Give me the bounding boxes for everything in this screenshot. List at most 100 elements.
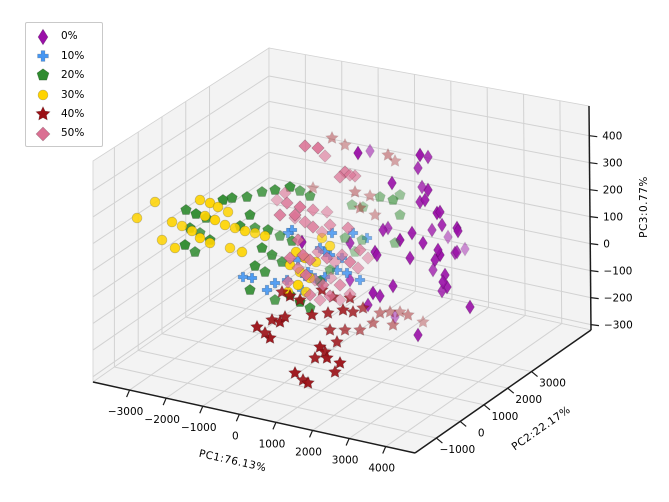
scatter-point bbox=[437, 283, 447, 299]
grid-line bbox=[92, 75, 270, 191]
grid-line bbox=[486, 87, 490, 308]
y-tick bbox=[459, 420, 467, 427]
grid-line bbox=[161, 333, 485, 406]
scatter-point bbox=[256, 185, 268, 197]
legend-marker-icon bbox=[35, 126, 51, 142]
scatter-point bbox=[264, 312, 280, 327]
grid-line bbox=[268, 253, 592, 326]
legend-item-0%: 0% bbox=[26, 27, 102, 46]
grid-line bbox=[92, 253, 270, 378]
x-tick-label: 2000 bbox=[295, 446, 322, 458]
scatter-point bbox=[387, 193, 399, 205]
x-tick bbox=[382, 446, 387, 454]
grid-line bbox=[268, 177, 591, 245]
scatter-point bbox=[229, 222, 241, 234]
scatter-point bbox=[341, 221, 355, 235]
scatter-point bbox=[303, 288, 317, 302]
y-tick bbox=[531, 371, 538, 378]
scatter-point bbox=[382, 304, 398, 319]
scatter-point bbox=[394, 208, 406, 220]
scatter-point bbox=[292, 292, 308, 307]
scatter-point bbox=[269, 183, 281, 195]
z-tick-label: −300 bbox=[604, 320, 633, 332]
scatter-point bbox=[291, 233, 305, 247]
scatter-point bbox=[327, 364, 343, 379]
scatter-point bbox=[392, 304, 408, 319]
scatter-point bbox=[387, 175, 397, 191]
y-tick bbox=[507, 387, 515, 394]
scatter-point bbox=[194, 194, 206, 206]
grid-line bbox=[450, 80, 453, 300]
scatter-point bbox=[273, 208, 287, 222]
scatter-point bbox=[306, 220, 320, 234]
scatter-point bbox=[329, 334, 345, 349]
scatter-point bbox=[212, 201, 224, 213]
scatter-point bbox=[333, 293, 347, 307]
legend-label: 50% bbox=[61, 127, 85, 140]
z-axis-line bbox=[588, 105, 592, 331]
scatter-point bbox=[345, 304, 361, 319]
scatter-point bbox=[224, 242, 236, 254]
scatter-point bbox=[166, 216, 178, 228]
scatter-point bbox=[413, 160, 423, 176]
scatter-point bbox=[418, 235, 428, 251]
scatter-point bbox=[269, 293, 281, 305]
scatter-point bbox=[149, 196, 161, 208]
scatter-point bbox=[435, 204, 445, 220]
grid-line bbox=[92, 151, 270, 271]
scatter-point bbox=[291, 261, 305, 275]
scatter-point bbox=[365, 143, 375, 159]
scatter-point bbox=[269, 277, 281, 289]
scatter-point bbox=[378, 222, 388, 238]
grid-line bbox=[185, 316, 508, 389]
grid-line bbox=[92, 100, 270, 218]
scatter-point bbox=[266, 248, 278, 260]
scatter-point bbox=[423, 149, 433, 165]
scatter-point bbox=[249, 319, 265, 334]
scatter-point bbox=[368, 285, 378, 301]
scatter-point bbox=[335, 248, 349, 262]
scatter-point bbox=[465, 299, 475, 315]
legend-label: 30% bbox=[61, 88, 85, 101]
scatter-point bbox=[219, 219, 231, 231]
scatter-point bbox=[438, 274, 448, 290]
x-tick bbox=[345, 438, 350, 446]
scatter-point bbox=[261, 284, 273, 296]
scatter-point bbox=[415, 314, 431, 329]
grid-line bbox=[268, 151, 591, 218]
scatter-point bbox=[372, 305, 388, 320]
legend-item-30%: 30% bbox=[26, 85, 102, 104]
y-tick-label: 2000 bbox=[515, 394, 542, 406]
scatter-point bbox=[405, 250, 415, 266]
scatter-point bbox=[337, 322, 353, 337]
scatter-point bbox=[332, 355, 348, 370]
z-tick-label: 100 bbox=[603, 212, 623, 224]
scatter-point bbox=[190, 207, 202, 219]
scatter-point bbox=[303, 253, 317, 267]
scatter-point bbox=[281, 275, 295, 289]
legend-label: 10% bbox=[61, 49, 85, 62]
scatter-point bbox=[437, 217, 447, 233]
scatter-point bbox=[299, 268, 313, 282]
y-tick bbox=[483, 404, 491, 411]
scatter-point bbox=[453, 223, 463, 239]
scatter-point bbox=[361, 251, 375, 265]
scatter-point bbox=[427, 222, 437, 238]
scatter-point bbox=[407, 225, 417, 241]
scatter-point bbox=[351, 261, 365, 275]
scatter-point bbox=[277, 309, 293, 324]
scatter-point bbox=[239, 225, 251, 237]
scatter-point bbox=[420, 192, 430, 208]
scatter-point bbox=[209, 214, 221, 226]
x-tick-label: −3000 bbox=[108, 406, 144, 418]
grid-line bbox=[138, 349, 461, 422]
scatter-point bbox=[374, 190, 386, 202]
scatter-point bbox=[204, 197, 216, 209]
scatter-point bbox=[355, 300, 371, 315]
scatter-point bbox=[194, 232, 206, 244]
z-tick-label: 300 bbox=[603, 158, 623, 170]
scatter-point bbox=[389, 236, 401, 248]
legend-marker-icon bbox=[37, 50, 49, 62]
scatter-point bbox=[257, 325, 273, 340]
